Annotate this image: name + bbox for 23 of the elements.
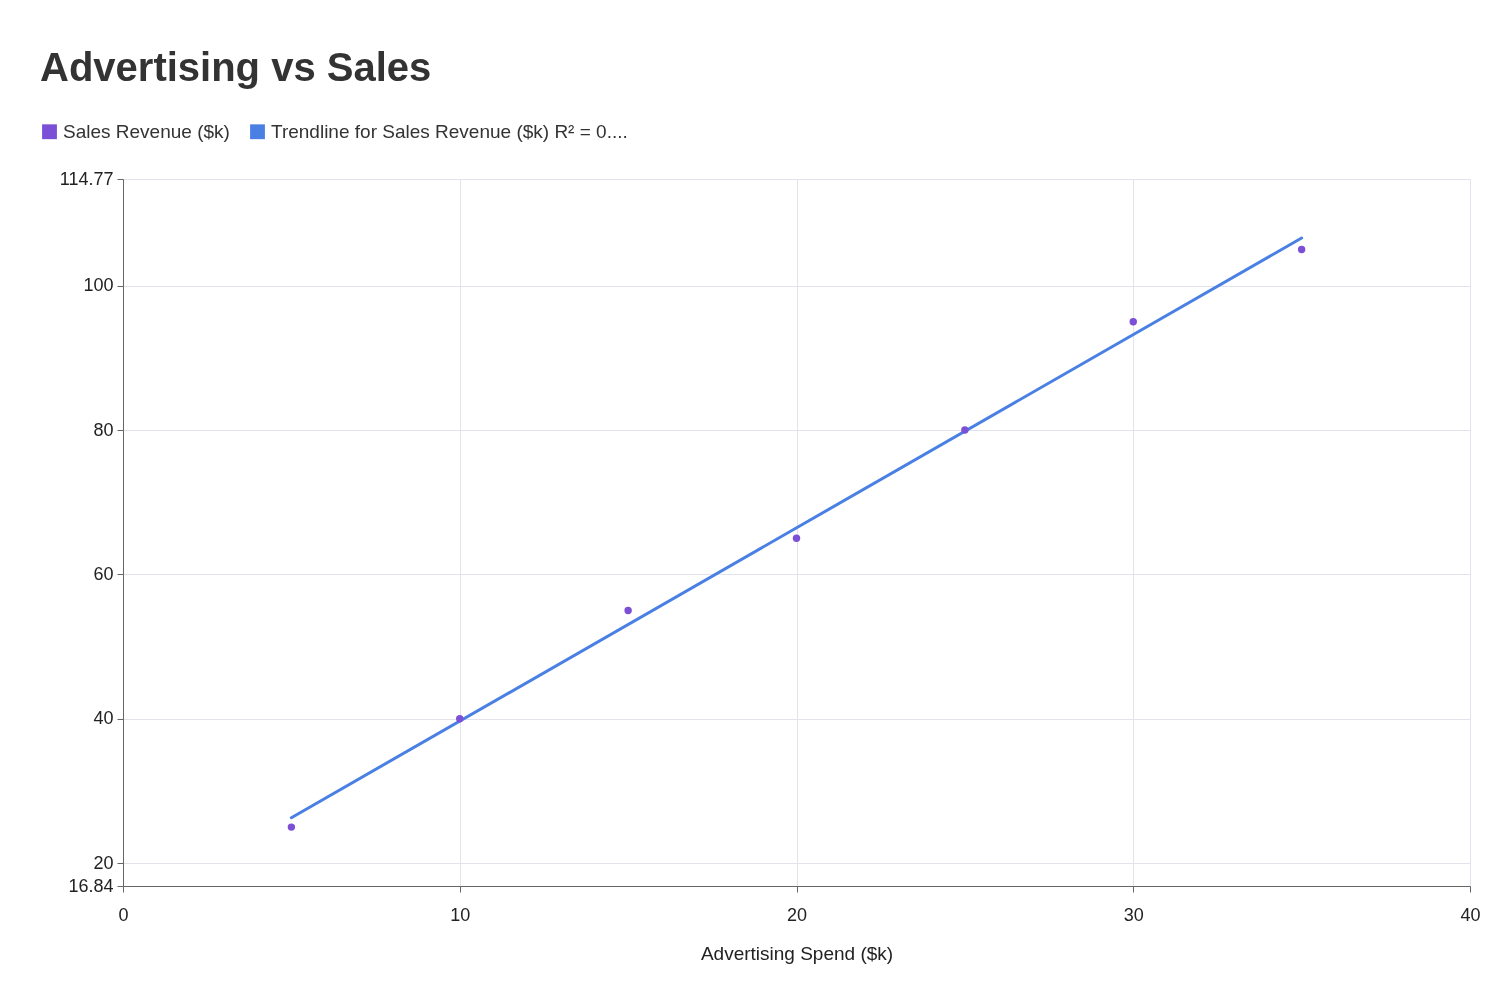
point xyxy=(287,823,296,831)
y-tick-label: 114.77 xyxy=(59,168,114,189)
legend-label: Sales Revenue ($k) xyxy=(63,120,230,142)
point xyxy=(624,606,632,615)
x-tick-label: 10 xyxy=(450,904,471,925)
x-tick-label: 40 xyxy=(1460,904,1481,925)
y-tick-label: 60 xyxy=(93,563,114,584)
x-tick-label: 0 xyxy=(118,904,129,925)
x-axis-title: Advertising Spend ($k) xyxy=(700,942,894,964)
legend-label: Trendline for Sales Revenue ($k) R² = 0.... xyxy=(271,120,628,142)
point xyxy=(456,715,464,723)
point xyxy=(1129,318,1137,326)
point xyxy=(1297,245,1306,254)
y-tick-label: 80 xyxy=(93,419,114,440)
chart-title: Advertising vs Sales xyxy=(40,45,432,89)
point xyxy=(792,534,801,543)
x-tick-label: 20 xyxy=(786,904,808,925)
point xyxy=(961,426,969,434)
y-tick-label: 100 xyxy=(83,275,114,296)
y-tick-label: 20 xyxy=(93,852,114,873)
y-tick-label: 16.84 xyxy=(68,875,114,896)
y-tick-label: 40 xyxy=(93,708,114,729)
x-tick-label: 30 xyxy=(1123,904,1144,925)
